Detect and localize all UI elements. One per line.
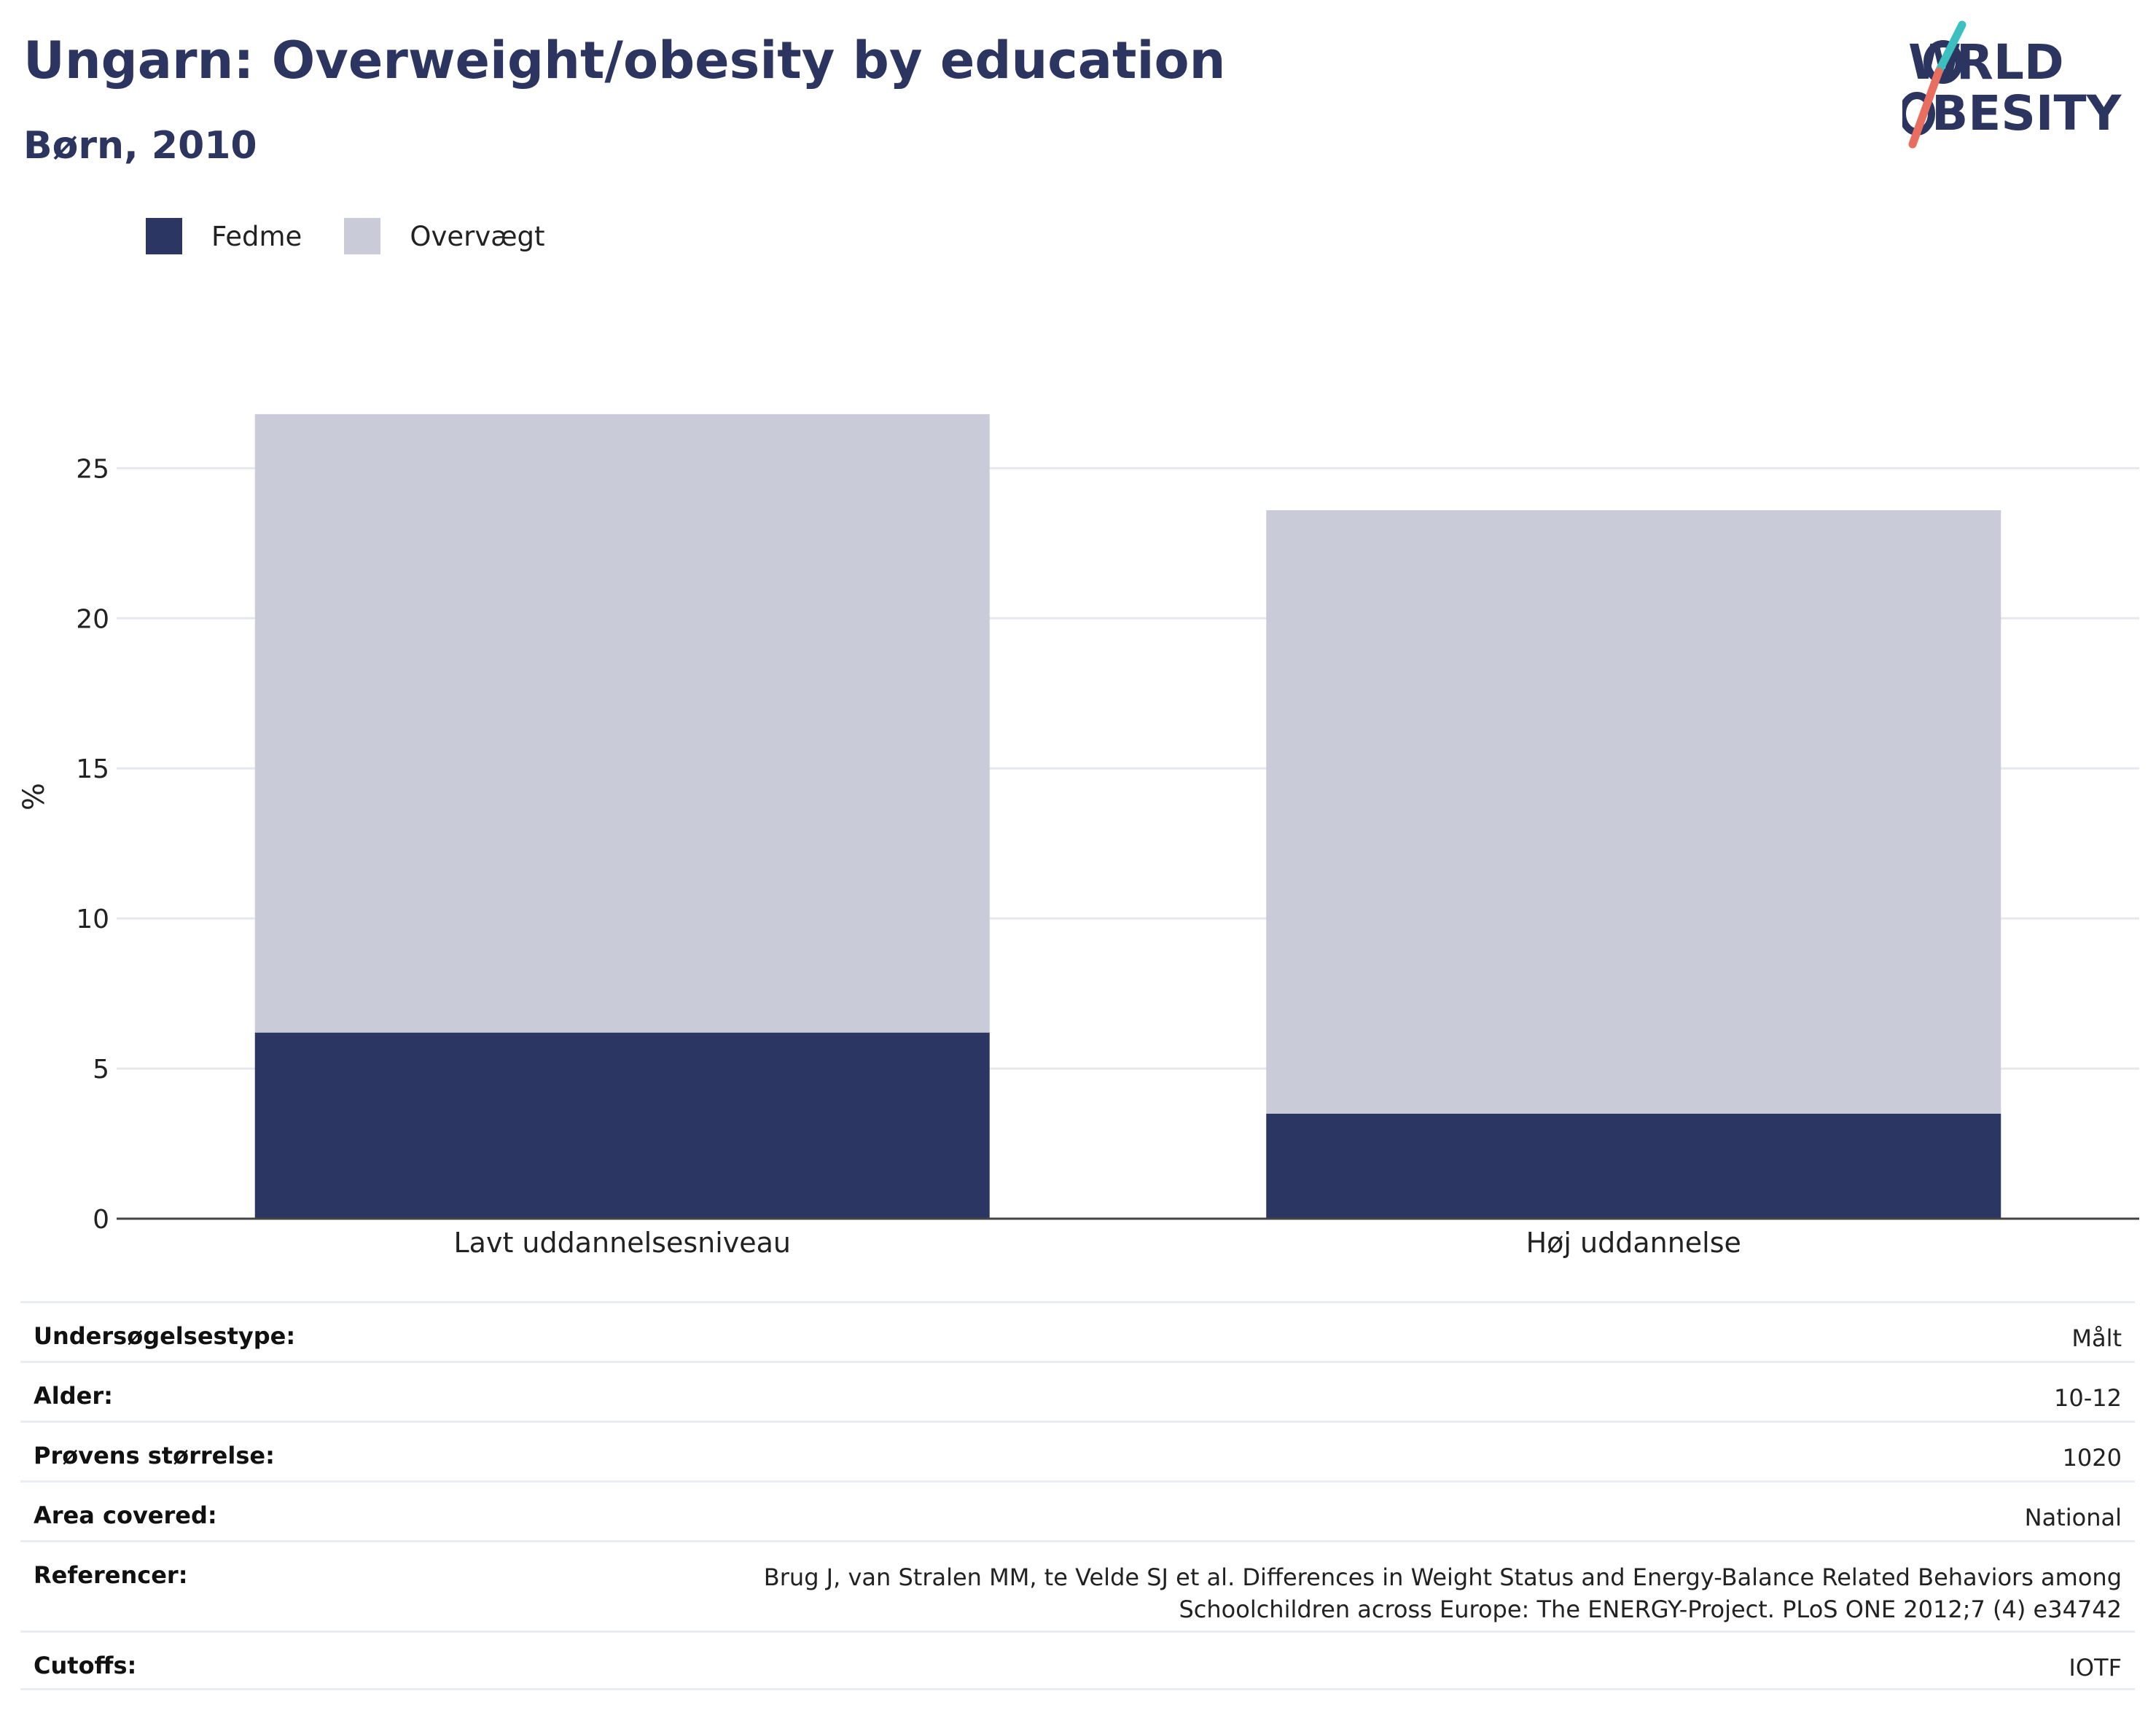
details-label: Alder:	[34, 1382, 113, 1410]
details-value: Brug J, van Stralen MM, te Velde SJ et a…	[763, 1563, 2122, 1623]
bar-overvaegt[interactable]	[254, 414, 990, 1033]
x-tick-label: Høj uddannelse	[1526, 1227, 1741, 1259]
axis-ticks: 0 5 10 15 20 25 Lavt uddannelsesniveau Høj udda…	[76, 454, 1741, 1259]
y-tick-label: 20	[76, 604, 109, 634]
y-tick-label: 10	[76, 905, 109, 934]
details-label: Prøvens størrelse:	[34, 1442, 275, 1469]
details-value: Målt	[2071, 1324, 2122, 1352]
legend-swatch-overvaegt	[344, 218, 381, 254]
svg-text:RLD: RLD	[1956, 34, 2064, 90]
chart-legend: Fedme Overvægt	[146, 216, 587, 256]
y-tick-label: 25	[76, 454, 109, 484]
legend-item-overvaegt[interactable]: Overvægt	[344, 218, 545, 254]
y-tick-label: 5	[93, 1055, 109, 1085]
x-tick-label: Lavt uddannelsesniveau	[454, 1227, 792, 1259]
bar-overvaegt[interactable]	[1266, 510, 2001, 1114]
details-row: Cutoffs: IOTF	[20, 1630, 2135, 1690]
survey-details-table: Undersøgelsestype: Målt Alder: 10-12 Prøvens…	[20, 1301, 2135, 1690]
bar-fedme[interactable]	[1266, 1113, 2001, 1219]
legend-label-overvaegt: Overvægt	[410, 220, 545, 252]
chart-title: Ungarn: Overweight/obesity by education	[23, 31, 1226, 90]
legend-item-fedme[interactable]: Fedme	[146, 218, 302, 254]
details-label: Area covered:	[34, 1501, 217, 1529]
y-tick-label: 15	[76, 754, 109, 784]
legend-label-fedme: Fedme	[211, 220, 302, 252]
details-row: Undersøgelsestype: Målt	[20, 1301, 2135, 1361]
details-row: Area covered: National	[20, 1480, 2135, 1540]
bar-fedme[interactable]	[254, 1032, 990, 1219]
details-value: IOTF	[2069, 1654, 2122, 1682]
details-value: 1020	[2062, 1444, 2122, 1472]
details-label: Referencer:	[34, 1561, 188, 1589]
y-axis-label: %	[17, 783, 51, 811]
legend-swatch-fedme	[146, 218, 182, 254]
details-row: Prøvens størrelse: 1020	[20, 1421, 2135, 1480]
details-value: National	[2024, 1504, 2122, 1531]
svg-text:BESITY: BESITY	[1932, 85, 2122, 141]
world-obesity-logo: W RLD BESITY	[1902, 20, 2122, 149]
y-tick-label: 0	[93, 1205, 109, 1235]
details-label: Cutoffs:	[34, 1652, 137, 1679]
chart-subtitle: Børn, 2010	[23, 124, 257, 168]
details-label: Undersøgelsestype:	[34, 1322, 296, 1350]
bar-series	[254, 414, 2001, 1219]
details-row: Referencer: Brug J, van Stralen MM, te Ve…	[20, 1540, 2135, 1630]
details-row: Alder: 10-12	[20, 1361, 2135, 1421]
bar-chart: 0 5 10 15 20 25 Lavt uddannelsesniveau Høj udda…	[17, 414, 2139, 1259]
details-value: 10-12	[2054, 1384, 2122, 1412]
